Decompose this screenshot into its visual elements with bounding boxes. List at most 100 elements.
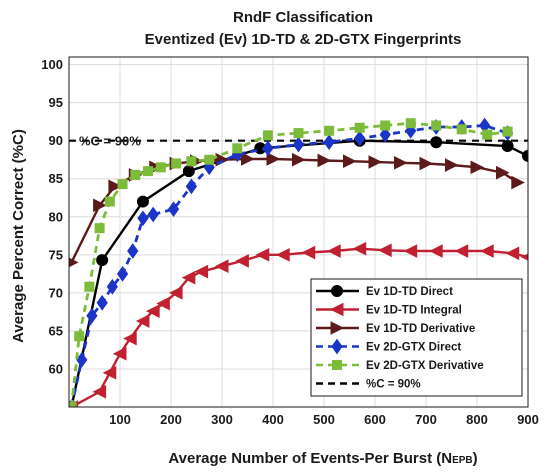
data-point xyxy=(185,178,198,195)
y-tick-label: 60 xyxy=(49,361,63,376)
data-point xyxy=(104,196,115,207)
data-point xyxy=(502,126,513,137)
data-point xyxy=(496,165,510,180)
data-point xyxy=(130,169,141,180)
data-point xyxy=(96,254,109,267)
data-point xyxy=(167,201,180,218)
data-point xyxy=(327,244,341,258)
data-point xyxy=(293,128,304,139)
data-point xyxy=(379,126,391,143)
y-tick-label: 100 xyxy=(41,57,63,72)
data-point xyxy=(380,120,391,131)
data-point xyxy=(292,136,305,153)
data-point xyxy=(470,160,485,175)
data-point xyxy=(266,152,281,166)
plot-frame xyxy=(68,56,529,408)
x-tick-label: 500 xyxy=(313,412,335,427)
legend-label: %C = 90% xyxy=(366,379,421,391)
data-point xyxy=(146,304,160,318)
data-point xyxy=(74,331,85,342)
data-point xyxy=(352,241,367,256)
data-point xyxy=(431,120,442,131)
data-point xyxy=(156,296,170,311)
data-point xyxy=(106,278,118,295)
tick-labels: 100 200 300 400 500 600 700 800 900 60 65 70 75 80 85 9… xyxy=(41,57,539,427)
legend-marker xyxy=(331,338,343,355)
legend-label: Ev 2D-GTX Direct xyxy=(366,342,461,354)
data-point xyxy=(354,122,365,133)
data-point xyxy=(276,248,290,262)
data-point xyxy=(117,179,128,190)
chart-subtitle: Eventized (Ev) 1D-TD & 2D-GTX Fingerprin… xyxy=(145,31,462,48)
x-tick-label: 400 xyxy=(262,412,284,427)
data-point xyxy=(186,156,197,167)
data-point xyxy=(301,245,316,260)
chart-title: RndF Classification xyxy=(233,9,373,26)
data-point xyxy=(147,206,159,223)
data-point xyxy=(102,365,117,380)
x-axis-label-close: ) xyxy=(473,450,478,467)
x-tick-label: 600 xyxy=(364,412,386,427)
x-tick-label: 700 xyxy=(415,412,437,427)
legend-marker xyxy=(329,302,344,317)
data-point xyxy=(116,265,129,282)
data-point xyxy=(429,244,443,258)
x-tick-label: 900 xyxy=(517,412,539,427)
data-point xyxy=(354,130,366,147)
data-point xyxy=(262,140,274,157)
y-tick-label: 70 xyxy=(49,285,63,300)
data-point xyxy=(403,244,418,258)
data-point xyxy=(343,154,357,169)
data-point xyxy=(96,294,108,311)
data-point xyxy=(430,136,443,149)
data-point xyxy=(262,130,273,141)
data-point xyxy=(123,331,137,346)
y-tick-label: 85 xyxy=(49,171,63,186)
data-point xyxy=(182,165,195,178)
legend-label: Ev 2D-GTX Derivative xyxy=(366,360,484,372)
data-point xyxy=(317,153,332,168)
data-point xyxy=(241,152,255,166)
legend-box xyxy=(310,278,523,397)
y-tick-label: 95 xyxy=(49,95,63,110)
series-4 xyxy=(69,118,513,407)
y-axis-label: Average Percent Correct (%C) xyxy=(10,129,27,343)
data-point xyxy=(194,264,209,279)
data-point xyxy=(454,244,469,258)
series-1 xyxy=(69,241,528,407)
data-point xyxy=(76,351,88,368)
x-tick-label: 100 xyxy=(109,412,131,427)
data-point xyxy=(69,402,77,407)
data-point xyxy=(394,155,408,170)
data-point xyxy=(171,158,182,169)
legend-marker xyxy=(331,285,343,297)
data-point xyxy=(480,244,494,258)
data-point xyxy=(405,118,416,129)
legend-marker xyxy=(332,360,342,370)
x-tick-label: 200 xyxy=(160,412,182,427)
x-axis-label: Average Number of Events-Per Burst (NEPB… xyxy=(168,450,477,467)
data-point xyxy=(143,166,154,177)
data-point xyxy=(511,175,525,190)
data-point xyxy=(93,198,107,213)
data-point xyxy=(235,254,249,268)
data-point xyxy=(255,248,270,262)
series-2 xyxy=(69,152,525,268)
data-point xyxy=(456,124,467,135)
data-point xyxy=(505,246,520,261)
data-point xyxy=(204,154,215,165)
data-point xyxy=(520,253,528,261)
data-point xyxy=(155,162,166,173)
data-point xyxy=(501,140,514,153)
data-point xyxy=(214,259,229,274)
x-axis-label-main: Average Number of Events-Per Burst (N xyxy=(168,450,452,467)
data-point xyxy=(108,179,123,194)
data-point xyxy=(92,384,107,399)
data-point xyxy=(378,243,392,258)
x-tick-label: 800 xyxy=(466,412,488,427)
data-point xyxy=(181,270,196,285)
data-point xyxy=(86,307,98,324)
legend: Ev 1D-TD Direct Ev 1D-TD Integral Ev 1D-TD… xyxy=(310,278,523,397)
data-point xyxy=(135,314,150,328)
